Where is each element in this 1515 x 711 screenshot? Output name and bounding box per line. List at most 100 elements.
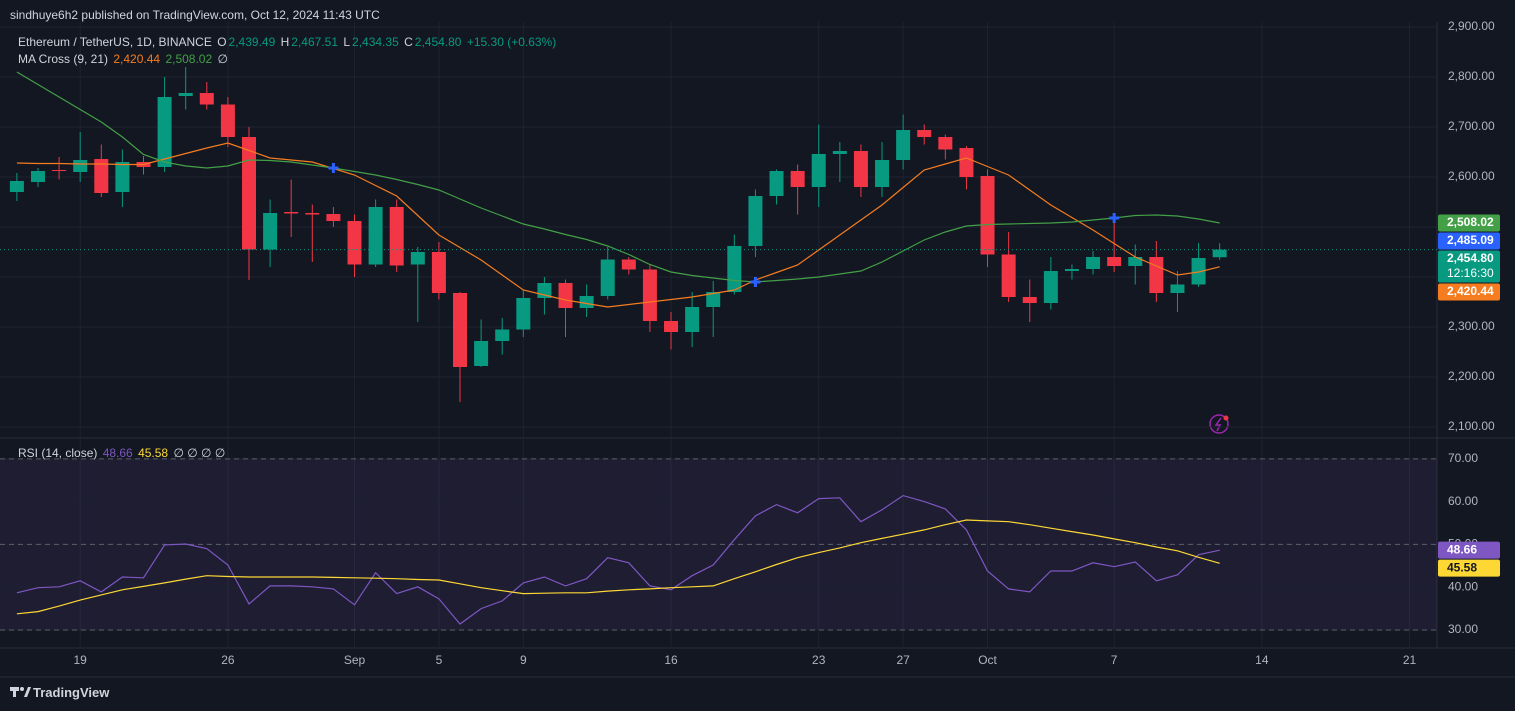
- x-tick-label: 23: [812, 653, 826, 667]
- candle-body: [769, 171, 784, 196]
- candle-body: [157, 97, 172, 167]
- x-tick-label: 21: [1403, 653, 1417, 667]
- price-badge: [1438, 559, 1500, 577]
- symbol-legend: Ethereum / TetherUS, 1D, BINANCE O 2,439.…: [18, 35, 558, 49]
- y-tick-label: 40.00: [1448, 579, 1478, 593]
- candle-body: [199, 93, 214, 105]
- price-badge-label: 2,485.09: [1447, 233, 1494, 247]
- candle-body: [1191, 258, 1206, 285]
- rsi-value: 45.58: [138, 446, 169, 460]
- y-tick-label: 30.00: [1448, 622, 1478, 636]
- x-tick-label: 26: [221, 653, 235, 667]
- rsi-legend: RSI (14, close) 48.66 45.58 ∅ ∅ ∅ ∅: [18, 446, 227, 460]
- candle-body: [1149, 257, 1164, 293]
- price-badge: [1438, 283, 1500, 301]
- price-badge-label: 2,454.80: [1447, 251, 1494, 265]
- x-tick-label: 27: [896, 653, 910, 667]
- candle-body: [642, 269, 657, 321]
- candle-body: [305, 213, 320, 215]
- candle-body: [685, 307, 700, 332]
- candle-body: [706, 292, 721, 307]
- candle-body: [1212, 249, 1227, 258]
- candle-body: [558, 283, 573, 308]
- price-badge-label: 2,420.44: [1447, 284, 1494, 298]
- footer-brand: TradingView: [33, 685, 110, 700]
- y-tick-label: 2,300.00: [1448, 319, 1495, 333]
- price-badge: [1438, 232, 1500, 250]
- candle-body: [1128, 257, 1143, 266]
- alert-icon[interactable]: [1209, 414, 1229, 434]
- candle-body: [263, 213, 278, 250]
- ohlc-key: L: [343, 35, 351, 49]
- candle-body: [516, 298, 531, 330]
- candle-body: [600, 259, 615, 296]
- y-tick-label: 2,600.00: [1448, 169, 1495, 183]
- candle-body: [115, 162, 130, 192]
- rsi-value: 48.66: [102, 446, 133, 460]
- price-badge-label: 45.58: [1447, 560, 1477, 574]
- y-tick-label: 2,900.00: [1448, 19, 1495, 33]
- y-tick-label: 2,700.00: [1448, 119, 1495, 133]
- ma-cross-marker: [750, 277, 761, 287]
- price-badge-label: 2,508.02: [1447, 215, 1494, 229]
- candle-body: [811, 154, 826, 187]
- candle-body: [368, 207, 383, 265]
- candle-body: [1086, 257, 1101, 269]
- ma-value: 2,420.44: [113, 52, 161, 66]
- x-tick-label: 9: [520, 653, 527, 667]
- ohlc-value: 2,467.51: [291, 35, 338, 49]
- ma-legend: MA Cross (9, 21) 2,420.44 2,508.02 ∅: [18, 52, 230, 66]
- x-tick-label: Oct: [978, 653, 997, 667]
- candle-body: [896, 130, 911, 160]
- candle-body: [220, 104, 235, 137]
- candle-body: [9, 181, 24, 192]
- candle-body: [664, 321, 679, 332]
- candle-body: [326, 214, 341, 221]
- candle-body: [453, 293, 468, 367]
- candle-body: [347, 221, 362, 265]
- indicator-status: ∅ ∅ ∅ ∅: [173, 446, 226, 460]
- indicator-status: ∅: [217, 52, 228, 66]
- y-tick-label: 2,200.00: [1448, 369, 1495, 383]
- ohlc-value: 2,434.35: [352, 35, 399, 49]
- candle-body: [938, 137, 953, 150]
- candle-body: [474, 341, 489, 366]
- candle-body: [853, 151, 868, 187]
- candle-body: [52, 170, 67, 171]
- candle-body: [73, 160, 88, 172]
- candle-body: [1001, 254, 1016, 297]
- candle-body: [1022, 297, 1037, 303]
- candle-body: [917, 130, 932, 137]
- ma-cross-marker: [1109, 213, 1120, 223]
- candle-body: [1170, 284, 1185, 293]
- x-tick-label: 7: [1111, 653, 1118, 667]
- candle-body: [94, 159, 109, 193]
- price-badge: [1438, 250, 1500, 283]
- indicator-line: [16, 494, 1220, 625]
- candle-body: [284, 212, 299, 214]
- candle-body: [241, 137, 256, 250]
- ohlc-value: 2,439.49: [228, 35, 276, 49]
- x-tick-label: Sep: [344, 653, 366, 667]
- x-tick-label: 19: [74, 653, 88, 667]
- indicator-line: [16, 71, 1220, 283]
- candle-body: [980, 176, 995, 255]
- ma-value: 2,508.02: [165, 52, 213, 66]
- candle-body: [959, 148, 974, 177]
- candle-body: [410, 252, 425, 265]
- change-value: +15.30 (+0.63%): [466, 35, 557, 49]
- x-tick-label: 14: [1255, 653, 1269, 667]
- indicator-line: [16, 519, 1220, 615]
- symbol-title: Ethereum / TetherUS, 1D, BINANCE: [18, 35, 212, 49]
- indicator-line: [16, 142, 1220, 308]
- candle-body: [1043, 271, 1058, 303]
- ohlc-key: H: [280, 35, 290, 49]
- price-badge: [1438, 541, 1500, 559]
- countdown-label: 12:16:30: [1447, 266, 1494, 280]
- y-tick-label: 2,100.00: [1448, 419, 1495, 433]
- candle-body: [790, 171, 805, 187]
- ma-cross-marker: [328, 163, 339, 173]
- y-tick-label: 70.00: [1448, 451, 1478, 465]
- ohlc-value: 2,454.80: [414, 35, 462, 49]
